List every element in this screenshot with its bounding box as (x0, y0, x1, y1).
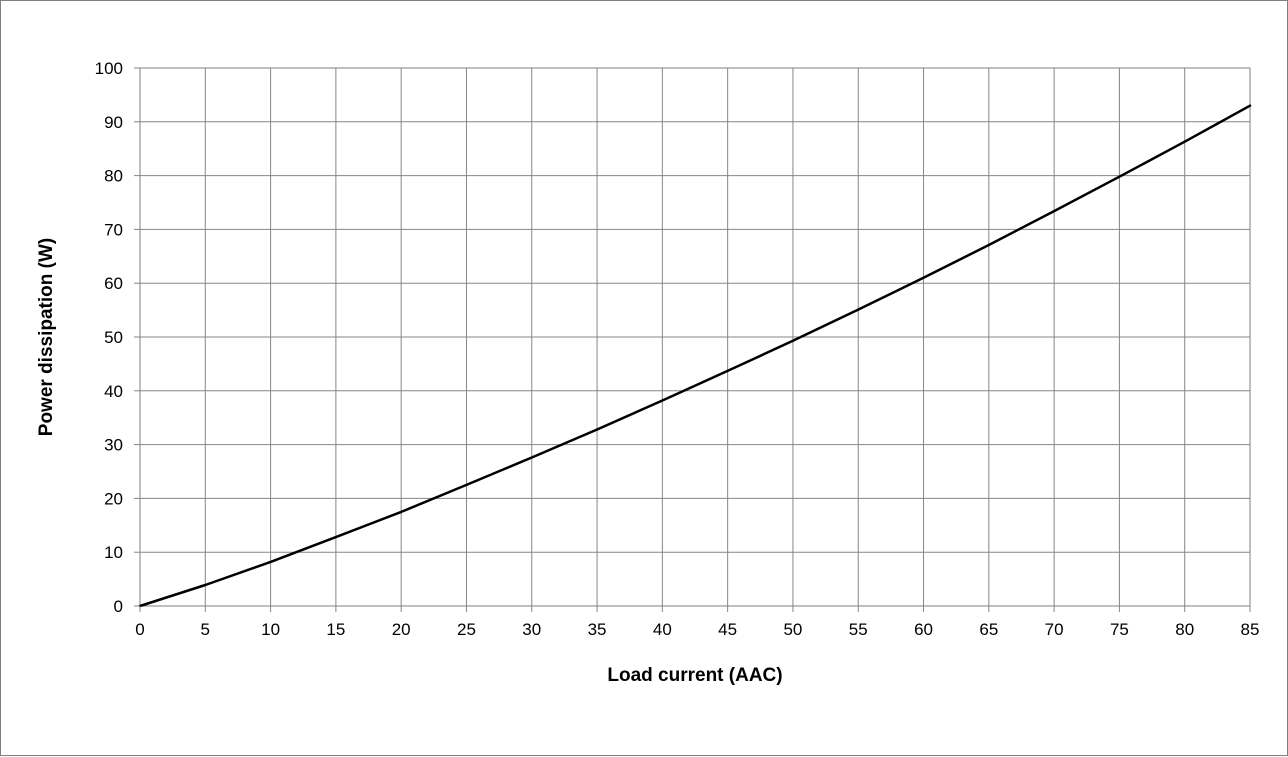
y-tick-label: 20 (104, 489, 123, 508)
x-tick-label: 45 (718, 620, 737, 639)
x-tick-label: 30 (522, 620, 541, 639)
x-tick-label: 55 (849, 620, 868, 639)
y-tick-label: 10 (104, 543, 123, 562)
x-tick-label: 35 (588, 620, 607, 639)
y-axis-title: Power dissipation (W) (36, 238, 57, 436)
x-tick-label: 85 (1241, 620, 1260, 639)
x-tick-label: 80 (1175, 620, 1194, 639)
y-tick-label: 60 (104, 274, 123, 293)
y-tick-label: 50 (104, 328, 123, 347)
x-axis-ticks: 0 5 10 15 20 25 30 35 40 45 50 55 60 65 70 75 80 85 (135, 606, 1259, 639)
y-tick-label: 40 (104, 382, 123, 401)
y-tick-label: 100 (95, 59, 123, 78)
y-axis-ticks: 0 10 20 30 40 50 60 70 80 90 100 (95, 59, 140, 616)
x-tick-label: 20 (392, 620, 411, 639)
x-axis-title: Load current (AAC) (607, 665, 782, 686)
y-tick-label: 30 (104, 436, 123, 455)
y-tick-label: 70 (104, 220, 123, 239)
x-tick-label: 10 (261, 620, 280, 639)
x-tick-label: 50 (783, 620, 802, 639)
y-tick-label: 0 (114, 597, 123, 616)
x-tick-label: 60 (914, 620, 933, 639)
series-layer (138, 104, 1252, 608)
x-tick-label: 25 (457, 620, 476, 639)
x-tick-label: 70 (1045, 620, 1064, 639)
x-tick-label: 40 (653, 620, 672, 639)
x-tick-label: 0 (135, 620, 144, 639)
x-tick-label: 15 (326, 620, 345, 639)
y-tick-label: 80 (104, 167, 123, 186)
series-line (138, 104, 1252, 608)
y-tick-label: 90 (104, 113, 123, 132)
grid (139, 67, 1251, 607)
x-tick-label: 5 (201, 620, 210, 639)
x-tick-label: 75 (1110, 620, 1129, 639)
x-tick-label: 65 (979, 620, 998, 639)
